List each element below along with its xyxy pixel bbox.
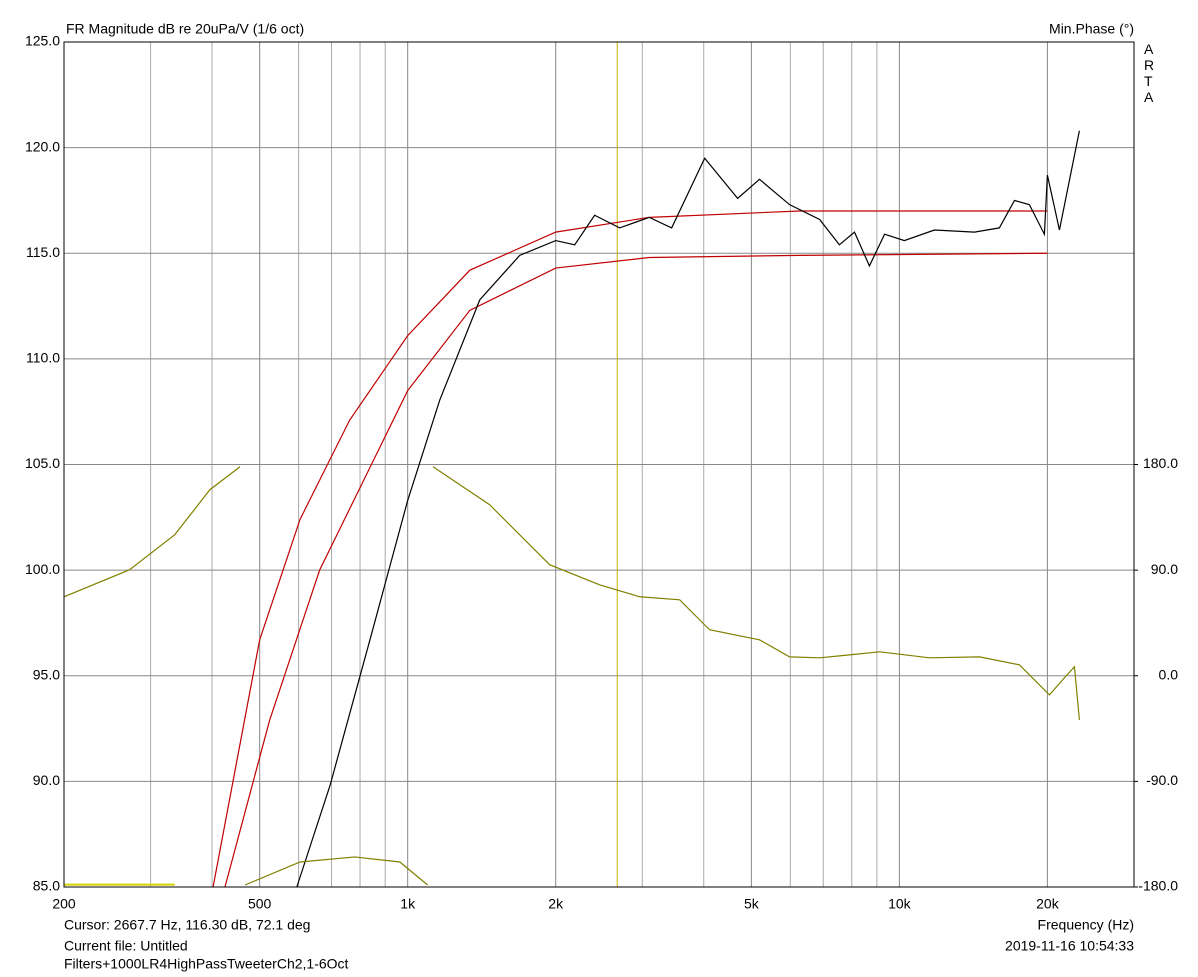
y2-tick-label: 90.0	[1151, 561, 1178, 577]
current-file: Current file: Untitled	[64, 938, 188, 954]
chart-title: FR Magnitude dB re 20uPa/V (1/6 oct)	[66, 21, 304, 37]
y2-axis-label: Min.Phase (°)	[1049, 21, 1134, 37]
series-line	[212, 210, 1048, 888]
y2-tick-label: -180.0	[1138, 878, 1178, 894]
plot	[63, 42, 1080, 888]
series-line	[63, 466, 1080, 886]
x-tick-label: 5k	[744, 896, 760, 912]
series-line	[224, 252, 1048, 888]
cursor-readout: Cursor: 2667.7 Hz, 116.30 dB, 72.1 deg	[64, 917, 310, 933]
y2-tick-label: 0.0	[1159, 666, 1179, 682]
x-tick-label: 500	[248, 896, 272, 912]
y-tick-label: 105.0	[25, 455, 60, 471]
y2-tick-label: 180.0	[1143, 455, 1178, 471]
x-tick-label: 10k	[888, 896, 912, 912]
y-tick-label: 120.0	[25, 138, 60, 154]
x-tick-label: 20k	[1036, 896, 1060, 912]
y-tick-label: 100.0	[25, 561, 60, 577]
series-line	[296, 130, 1080, 888]
y-tick-label: 90.0	[33, 772, 60, 788]
x-tick-label: 200	[52, 896, 76, 912]
y-tick-label: 125.0	[25, 33, 60, 49]
y-tick-label: 85.0	[33, 878, 60, 894]
x-axis-label: Frequency (Hz)	[1038, 917, 1134, 933]
y-tick-label: 110.0	[26, 350, 60, 366]
x-tick-label: 1k	[400, 896, 416, 912]
y2-tick-label: -90.0	[1146, 772, 1178, 788]
y-tick-label: 115.0	[26, 244, 60, 260]
file-name: Filters+1000LR4HighPassTweeterCh2,1-6Oct	[64, 956, 349, 972]
y-tick-label: 95.0	[33, 666, 60, 682]
x-tick-label: 2k	[548, 896, 564, 912]
timestamp: 2019-11-16 10:54:33	[1005, 938, 1134, 954]
